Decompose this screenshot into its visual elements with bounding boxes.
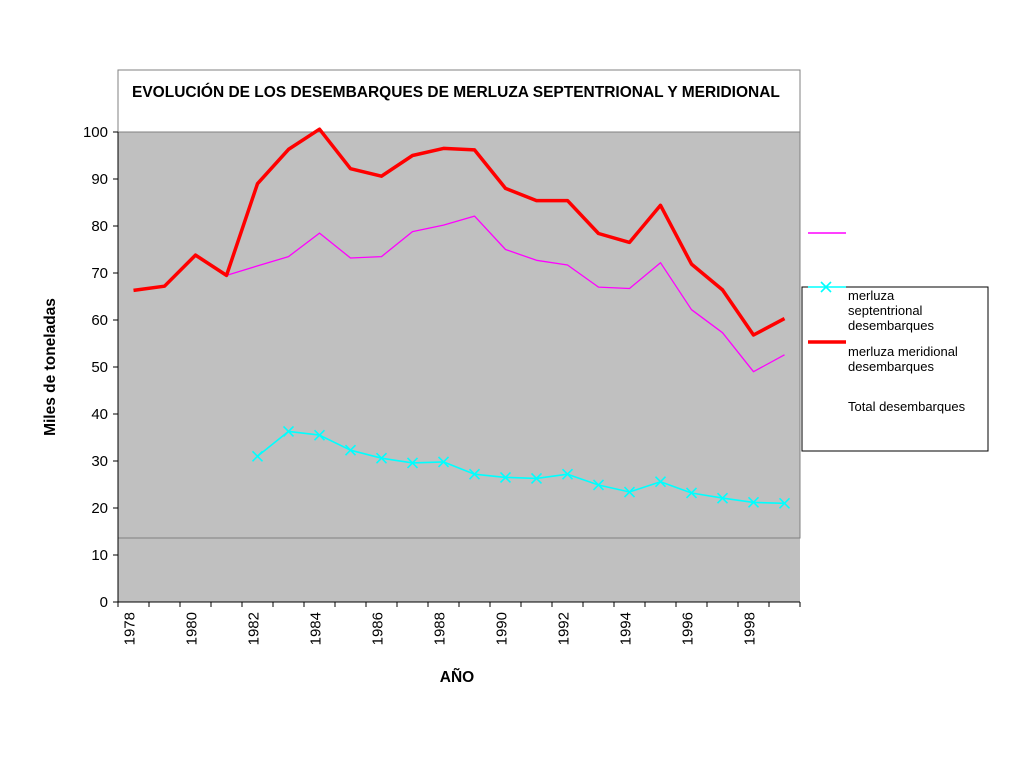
y-tick-label: 100 <box>83 124 108 141</box>
x-tick-label: 1982 <box>246 612 263 645</box>
legend-entry-meridional: merluza meridional desembarques <box>808 340 961 374</box>
series-layer <box>133 127 791 509</box>
legend-label-meridional: merluza meridional desembarques <box>848 344 961 374</box>
x-axis-label: AÑO <box>440 668 474 686</box>
y-tick-label: 50 <box>91 359 108 376</box>
data-point-septentrional <box>685 487 698 499</box>
series-line-total <box>226 215 785 373</box>
x-tick-label: 1988 <box>432 612 449 645</box>
legend-label-septentrional: merluza septentrional desembarques <box>848 288 934 333</box>
title-box <box>117 69 801 133</box>
series-total <box>226 215 785 373</box>
y-tick-label: 0 <box>100 594 108 611</box>
data-point-septentrional <box>282 425 295 437</box>
data-point-septentrional <box>561 468 574 480</box>
data-point-septentrional <box>468 468 481 480</box>
x-tick-label: 1978 <box>122 612 139 645</box>
legend-label-septentrional-line3: desembarques <box>848 318 934 333</box>
data-point-septentrional <box>654 476 667 488</box>
y-tick-label: 80 <box>91 218 108 235</box>
x-axis-ticks: 1978 1980 1982 1984 1986 1988 1990 1992 1994 1996… <box>117 602 801 645</box>
x-tick-label: 1994 <box>618 612 635 645</box>
series-meridional <box>133 127 786 337</box>
legend-entry-septentrional: merluza septentrional desembarques <box>808 281 934 333</box>
data-point-septentrional <box>499 471 512 484</box>
legend-label-septentrional-line1: merluza <box>848 288 895 303</box>
series-septentrional <box>251 425 791 509</box>
data-point-septentrional <box>623 486 636 498</box>
legend-label-meridional-line1: merluza meridional <box>848 344 958 359</box>
y-tick-label: 20 <box>91 500 108 517</box>
x-tick-label: 1986 <box>370 612 387 645</box>
y-tick-label: 30 <box>91 453 108 470</box>
legend: merluza septentrional desembarques merlu… <box>801 232 989 452</box>
data-point-septentrional <box>530 472 543 484</box>
data-point-septentrional <box>437 456 450 468</box>
plot-background <box>118 132 800 602</box>
y-tick-label: 70 <box>91 265 108 282</box>
legend-label-septentrional-line2: septentrional <box>848 303 923 318</box>
data-point-septentrional <box>747 496 760 508</box>
legend-marker-septentrional <box>820 281 832 293</box>
series-line-septentrional <box>256 430 785 505</box>
data-point-septentrional <box>251 450 264 462</box>
x-tick-label: 1980 <box>184 612 201 645</box>
x-tick-label: 1996 <box>680 612 697 645</box>
y-tick-label: 40 <box>91 406 108 423</box>
y-axis-label: Miles de toneladas <box>42 298 59 436</box>
data-point-septentrional <box>375 452 388 464</box>
x-tick-label: 1990 <box>494 612 511 645</box>
data-point-septentrional <box>344 444 357 456</box>
x-tick-label: 1998 <box>742 612 759 645</box>
data-point-septentrional <box>406 457 419 469</box>
legend-box <box>801 286 989 452</box>
data-point-septentrional <box>778 497 791 509</box>
legend-label-total: Total desembarques <box>848 399 966 414</box>
legend-entry-total: Total desembarques <box>848 399 966 414</box>
x-tick-label: 1992 <box>556 612 573 645</box>
data-point-septentrional <box>592 479 605 491</box>
y-tick-label: 90 <box>91 171 108 188</box>
series-line-meridional <box>133 127 786 337</box>
data-point-septentrional <box>313 429 326 441</box>
y-tick-label: 10 <box>91 547 108 564</box>
y-tick-label: 60 <box>91 312 108 329</box>
y-axis-ticks: 0 10 20 30 40 50 60 70 80 90 100 <box>83 124 118 611</box>
data-point-septentrional <box>716 492 729 504</box>
legend-label-meridional-line2: desembarques <box>848 359 934 374</box>
chart-title: EVOLUCIÓN DE LOS DESEMBARQUES DE MERLUZA… <box>132 83 780 101</box>
x-tick-label: 1984 <box>308 612 325 645</box>
